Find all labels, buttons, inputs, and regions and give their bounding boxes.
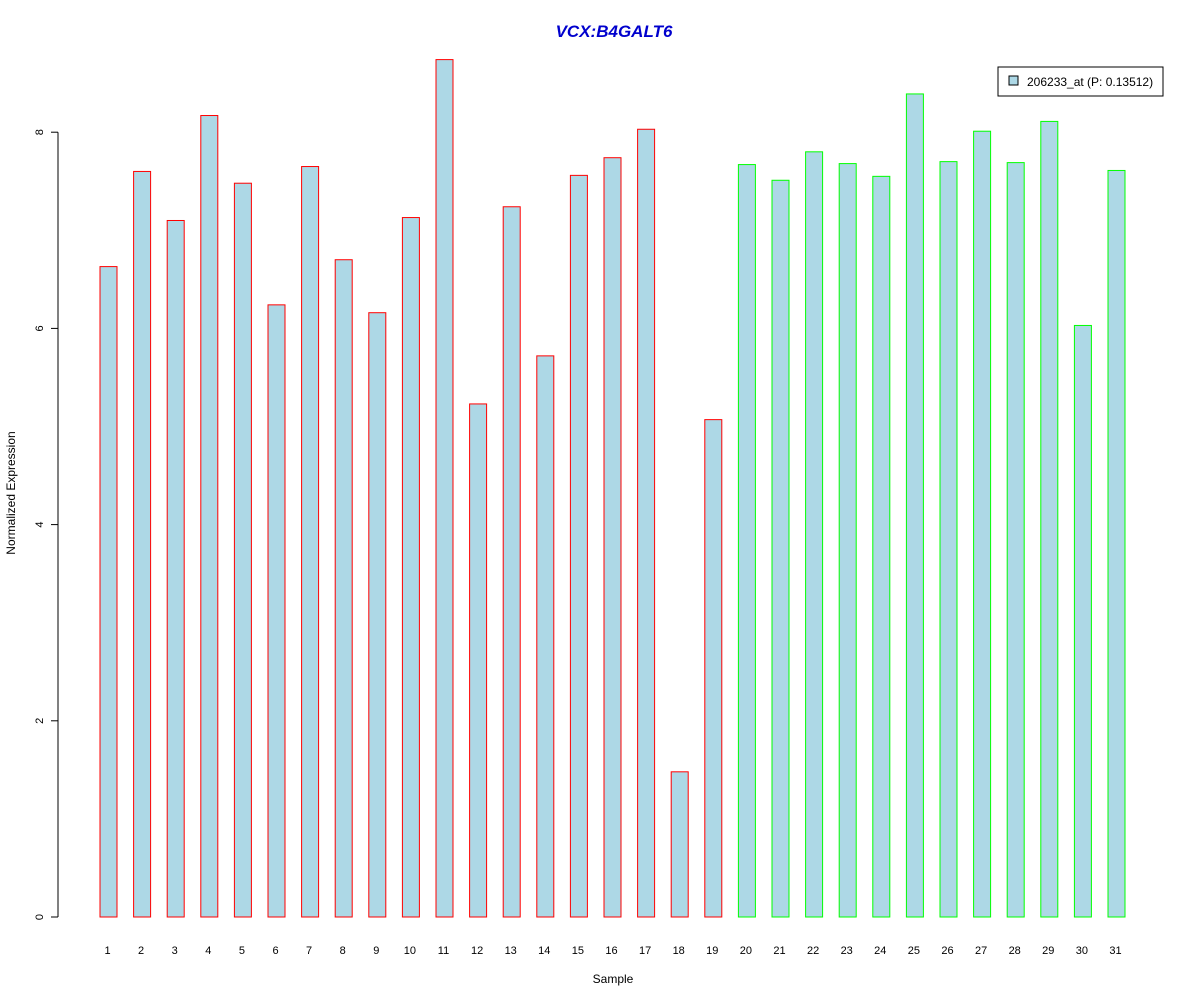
y-tick-label: 6 — [34, 325, 46, 331]
bar-sample-24 — [872, 175, 891, 918]
y-axis: 0 2 4 6 8 — [34, 129, 59, 920]
bar-sample-6 — [267, 304, 286, 918]
y-tick-label: 4 — [34, 522, 46, 528]
bar-sample-12 — [469, 403, 488, 918]
x-tick-label: 10 — [404, 945, 416, 957]
bar-sample-13 — [502, 206, 521, 918]
x-tick-label: 17 — [639, 945, 651, 957]
bar-sample-15 — [569, 174, 588, 918]
bar-sample-14 — [536, 355, 555, 918]
y-axis-label: Normalized Expression — [4, 431, 18, 554]
x-tick-label: 9 — [373, 945, 379, 957]
bar-sample-7 — [301, 166, 320, 918]
x-tick-label: 31 — [1109, 945, 1121, 957]
chart-title: VCX:B4GALT6 — [556, 22, 673, 41]
x-tick-label: 22 — [807, 945, 819, 957]
x-tick-label: 14 — [538, 945, 550, 957]
bar-sample-30 — [1073, 324, 1092, 918]
x-tick-label: 13 — [505, 945, 517, 957]
x-axis-label: Sample — [593, 972, 634, 986]
bars — [99, 59, 1126, 918]
x-tick-label: 11 — [438, 945, 449, 957]
bar-sample-9 — [368, 312, 387, 918]
y-tick-label: 8 — [34, 129, 46, 135]
bar-sample-28 — [1006, 162, 1025, 918]
x-tick-label: 4 — [205, 945, 211, 957]
bar-sample-26 — [939, 161, 958, 918]
bar-sample-29 — [1040, 120, 1059, 918]
x-tick-label: 24 — [874, 945, 886, 957]
y-tick-label: 2 — [34, 718, 46, 724]
x-tick-label: 26 — [941, 945, 953, 957]
y-tick-label: 0 — [34, 914, 46, 920]
bar-sample-21 — [771, 179, 790, 918]
bar-sample-5 — [233, 182, 252, 918]
bar-sample-31 — [1107, 169, 1126, 918]
legend-swatch — [1008, 75, 1019, 86]
bar-sample-20 — [737, 164, 756, 918]
x-tick-label: 5 — [239, 945, 245, 957]
x-tick-label: 6 — [272, 945, 278, 957]
x-tick-label: 25 — [908, 945, 920, 957]
x-tick-label: 8 — [340, 945, 346, 957]
bar-sample-1 — [99, 266, 118, 918]
x-tick-label: 29 — [1042, 945, 1054, 957]
x-tick-label: 30 — [1076, 945, 1088, 957]
x-tick-label: 12 — [471, 945, 483, 957]
x-tick-label: 27 — [975, 945, 987, 957]
x-tick-label: 3 — [172, 945, 178, 957]
x-tick-labels: 1 2 3 4 5 6 7 8 9 10 11 12 13 14 15 16 17 18 19 20 21 22 23 24 2… — [104, 945, 1121, 957]
x-tick-label: 16 — [605, 945, 617, 957]
bar-sample-10 — [401, 217, 420, 918]
bar-sample-8 — [334, 259, 353, 918]
x-tick-label: 23 — [841, 945, 853, 957]
bar-sample-18 — [670, 771, 689, 918]
bar-sample-2 — [133, 170, 152, 918]
x-tick-label: 28 — [1009, 945, 1021, 957]
x-tick-label: 7 — [306, 945, 312, 957]
bar-sample-19 — [704, 419, 723, 918]
x-tick-label: 20 — [740, 945, 752, 957]
bar-sample-11 — [435, 59, 454, 918]
x-tick-label: 1 — [104, 945, 110, 957]
legend: 206233_at (P: 0.13512) — [997, 66, 1164, 97]
bar-sample-23 — [838, 163, 857, 918]
x-tick-label: 2 — [138, 945, 144, 957]
bar-sample-16 — [603, 157, 622, 918]
bar-sample-17 — [637, 128, 656, 918]
x-tick-label: 18 — [673, 945, 685, 957]
bar-sample-4 — [200, 115, 219, 918]
legend-box — [997, 66, 1164, 97]
bar-sample-27 — [973, 130, 992, 918]
bar-sample-22 — [805, 151, 824, 918]
x-tick-label: 15 — [572, 945, 584, 957]
bar-sample-3 — [166, 219, 185, 918]
x-tick-label: 21 — [773, 945, 785, 957]
x-tick-label: 19 — [706, 945, 718, 957]
legend-label: 206233_at (P: 0.13512) — [1027, 75, 1153, 89]
bar-sample-25 — [905, 93, 924, 918]
